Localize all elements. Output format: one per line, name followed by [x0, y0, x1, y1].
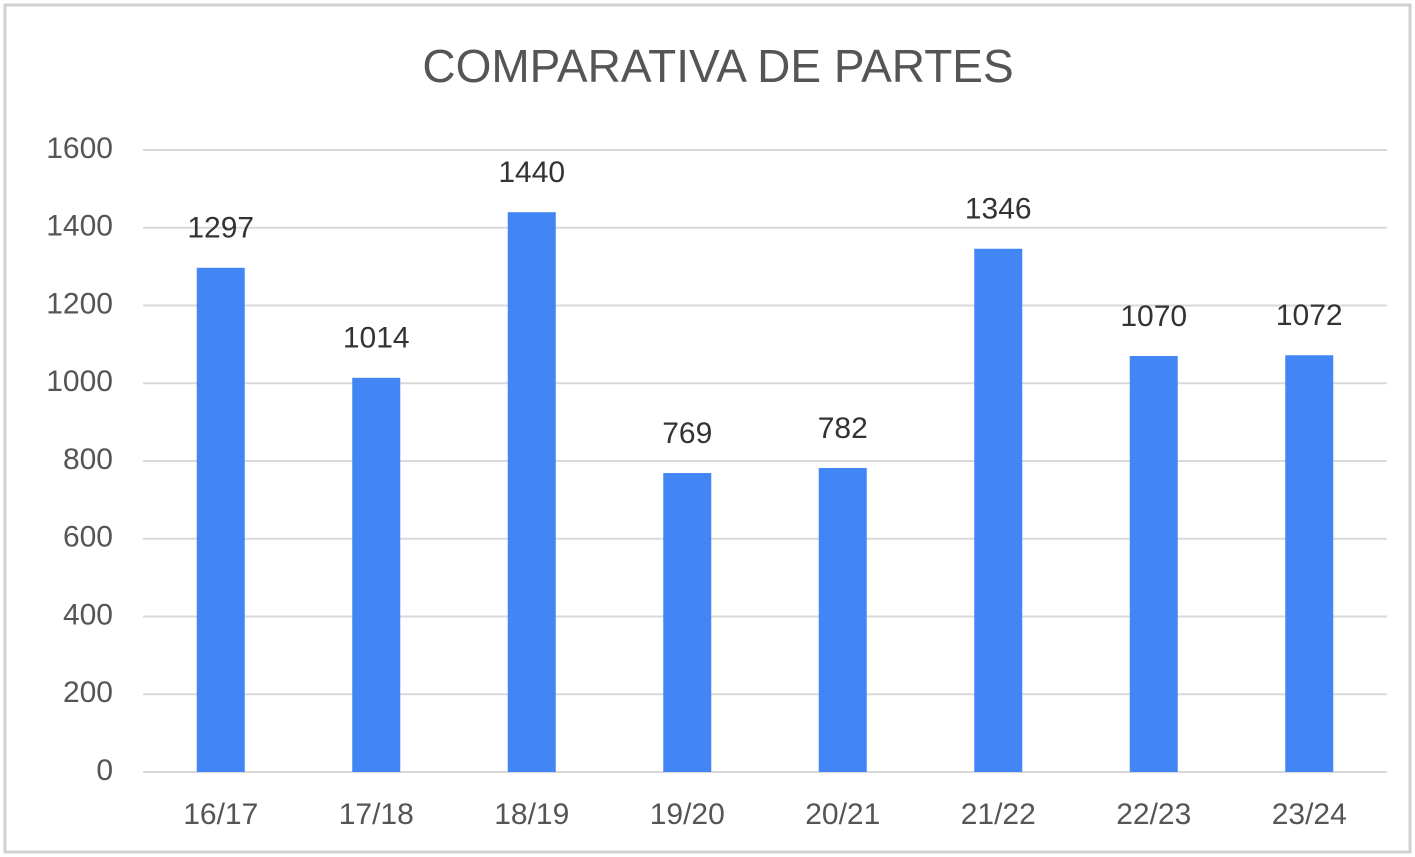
- bar: [196, 267, 245, 772]
- y-tick-label: 1000: [46, 365, 113, 398]
- chart-title: COMPARATIVA DE PARTES: [422, 40, 1013, 92]
- data-label: 782: [818, 412, 868, 445]
- y-tick-label: 0: [96, 754, 113, 787]
- x-tick-label: 21/22: [961, 798, 1036, 831]
- data-label: 1440: [498, 156, 565, 189]
- data-label: 1072: [1276, 299, 1343, 332]
- bar: [818, 467, 867, 772]
- y-tick-label: 200: [63, 676, 113, 709]
- y-tick-label: 600: [63, 521, 113, 554]
- x-tick-label: 22/23: [1116, 798, 1191, 831]
- bar: [974, 248, 1023, 772]
- y-tick-label: 1400: [46, 210, 113, 243]
- y-tick-label: 1600: [46, 132, 113, 165]
- x-tick-label: 19/20: [650, 798, 725, 831]
- bar: [1285, 355, 1334, 772]
- y-tick-label: 400: [63, 598, 113, 631]
- x-tick-label: 16/17: [183, 798, 258, 831]
- data-label: 1297: [187, 212, 254, 245]
- bar: [1129, 356, 1178, 772]
- x-tick-label: 23/24: [1272, 798, 1347, 831]
- x-tick-label: 20/21: [805, 798, 880, 831]
- y-tick-label: 1200: [46, 287, 113, 320]
- data-label: 1346: [965, 193, 1032, 226]
- y-tick-label: 800: [63, 443, 113, 476]
- bar: [352, 377, 401, 772]
- x-tick-label: 18/19: [494, 798, 569, 831]
- x-tick-label: 17/18: [339, 798, 414, 831]
- bar: [663, 473, 712, 772]
- bar: [507, 212, 556, 772]
- data-label: 1070: [1120, 300, 1187, 333]
- data-label: 769: [662, 417, 712, 450]
- data-label: 1014: [343, 322, 410, 355]
